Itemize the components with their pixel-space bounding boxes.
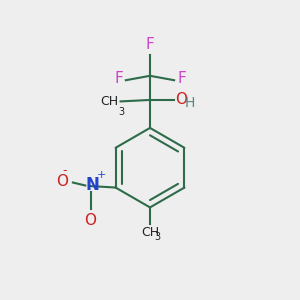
Text: 3: 3 [118,107,124,117]
Text: -: - [63,164,67,177]
Text: O: O [85,213,97,228]
Text: 3: 3 [154,232,161,242]
Text: CH: CH [141,226,159,239]
Text: O: O [56,174,68,189]
Text: CH: CH [100,95,118,108]
Text: F: F [114,71,123,86]
Text: H: H [185,96,195,110]
Text: F: F [146,37,154,52]
Text: N: N [85,176,99,194]
Text: O: O [175,92,187,106]
Text: +: + [97,170,106,180]
Text: F: F [177,71,186,86]
